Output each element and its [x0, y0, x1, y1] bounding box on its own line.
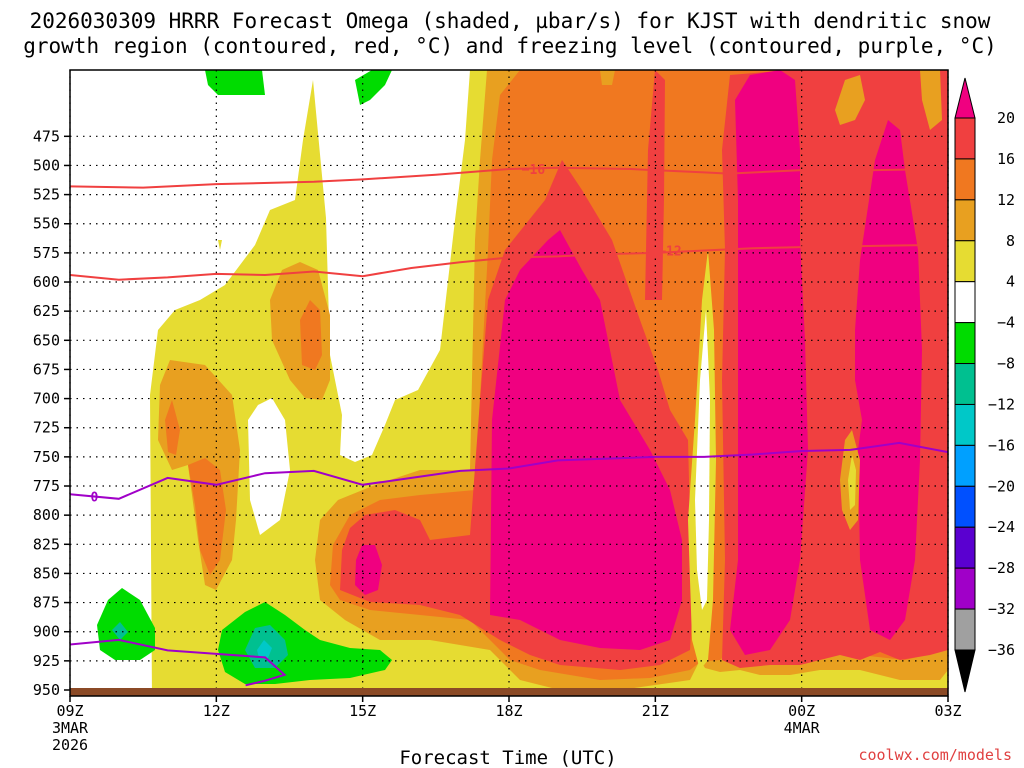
x-tick-label-21Z: 21Z — [642, 702, 669, 720]
colorbar-label: 20 — [997, 109, 1015, 127]
x-date-label: 4MAR — [784, 719, 821, 737]
contour-label: 0 — [90, 491, 98, 506]
x-axis-title: Forecast Time (UTC) — [399, 747, 616, 768]
y-axis: 475 500 525 550 575 600 625 650 675 700 725 750 775 8… — [33, 127, 70, 699]
colorbar-labels: 20 16 12 8 4 −4 −8 −12 −16 −20 −24 −28 −32 −36 — [988, 109, 1015, 659]
colorbar-label: 4 — [1006, 273, 1015, 291]
y-tick-label-750: 750 — [33, 448, 60, 466]
contour-line — [70, 441, 948, 500]
isotherm-contours: −16 −12 0 — [70, 163, 948, 687]
colorbar-top-arrow — [954, 77, 976, 119]
terrain-strip — [70, 688, 948, 696]
colorbar-label: −36 — [988, 641, 1015, 659]
contour-line — [70, 166, 948, 189]
y-tick-label-600: 600 — [33, 273, 60, 291]
x-tick-label-03Z: 03Z — [934, 702, 961, 720]
x-date-label: 3MAR — [52, 719, 89, 737]
omega-shading — [97, 70, 948, 696]
y-tick-label-900: 900 — [33, 623, 60, 641]
colorbar-label: −24 — [988, 518, 1015, 536]
y-tick-label-925: 925 — [33, 652, 60, 670]
y-tick-label-775: 775 — [33, 477, 60, 495]
y-tick-label-725: 725 — [33, 419, 60, 437]
colorbar-segment — [954, 281, 976, 324]
x-date-label: 2026 — [52, 736, 88, 754]
colorbar-label: 16 — [997, 150, 1015, 168]
x-tick-label-18Z: 18Z — [495, 702, 522, 720]
y-tick-label-875: 875 — [33, 594, 60, 612]
colorbar-label: −12 — [988, 395, 1015, 413]
colorbar-bottom-arrow — [954, 649, 976, 693]
x-axis: 09Z 12Z 15Z 18Z 21Z 00Z 03Z — [56, 696, 962, 720]
y-tick-label-700: 700 — [33, 390, 60, 408]
y-tick-label-575: 575 — [33, 244, 60, 262]
y-tick-label-675: 675 — [33, 360, 60, 378]
colorbar-segment — [954, 158, 976, 201]
colorbar-segment — [954, 526, 976, 569]
colorbar-label: −4 — [997, 314, 1015, 332]
y-tick-label-550: 550 — [33, 215, 60, 233]
colorbar-label: −16 — [988, 436, 1015, 454]
y-tick-label-950: 950 — [33, 681, 60, 699]
colorbar-segment — [954, 322, 976, 365]
colorbar-label: −20 — [988, 477, 1015, 495]
y-tick-label-650: 650 — [33, 331, 60, 349]
colorbar-label: −8 — [997, 355, 1015, 373]
credit-text: coolwx.com/models — [858, 746, 1012, 764]
contour-line — [70, 243, 948, 281]
colorbar-segment — [954, 363, 976, 405]
plot-area: −16 −12 0 — [69, 69, 949, 697]
colorbar-label: 8 — [1006, 232, 1015, 250]
colorbar-segment — [954, 444, 976, 487]
y-tick-label-525: 525 — [33, 186, 60, 204]
x-tick-label-12Z: 12Z — [203, 702, 230, 720]
x-tick-label-15Z: 15Z — [349, 702, 376, 720]
y-tick-label-500: 500 — [33, 156, 60, 174]
y-tick-label-825: 825 — [33, 535, 60, 553]
chart-title-line-1: 2026030309 HRRR Forecast Omega (shaded, … — [30, 9, 991, 33]
colorbar-segment — [954, 608, 976, 651]
colorbar — [954, 77, 976, 693]
contour-label: −12 — [658, 245, 681, 260]
colorbar-segment — [954, 117, 976, 160]
x-tick-label-00Z: 00Z — [788, 702, 815, 720]
chart-title-line-2: growth region (contoured, red, °C) and f… — [23, 34, 997, 58]
y-tick-label-475: 475 — [33, 127, 60, 145]
colorbar-label: −32 — [988, 600, 1015, 618]
y-tick-label-850: 850 — [33, 564, 60, 582]
colorbar-segment — [954, 199, 976, 242]
colorbar-segment — [954, 240, 976, 283]
colorbar-segment — [954, 567, 976, 610]
colorbar-label: −28 — [988, 559, 1015, 577]
colorbar-segment — [954, 403, 976, 446]
x-tick-label-09Z: 09Z — [56, 702, 83, 720]
contour-line — [70, 638, 287, 687]
contour-label: −16 — [522, 163, 546, 178]
colorbar-segment — [954, 485, 976, 528]
y-tick-label-800: 800 — [33, 506, 60, 524]
colorbar-label: 12 — [997, 191, 1015, 209]
y-tick-label-625: 625 — [33, 302, 60, 320]
